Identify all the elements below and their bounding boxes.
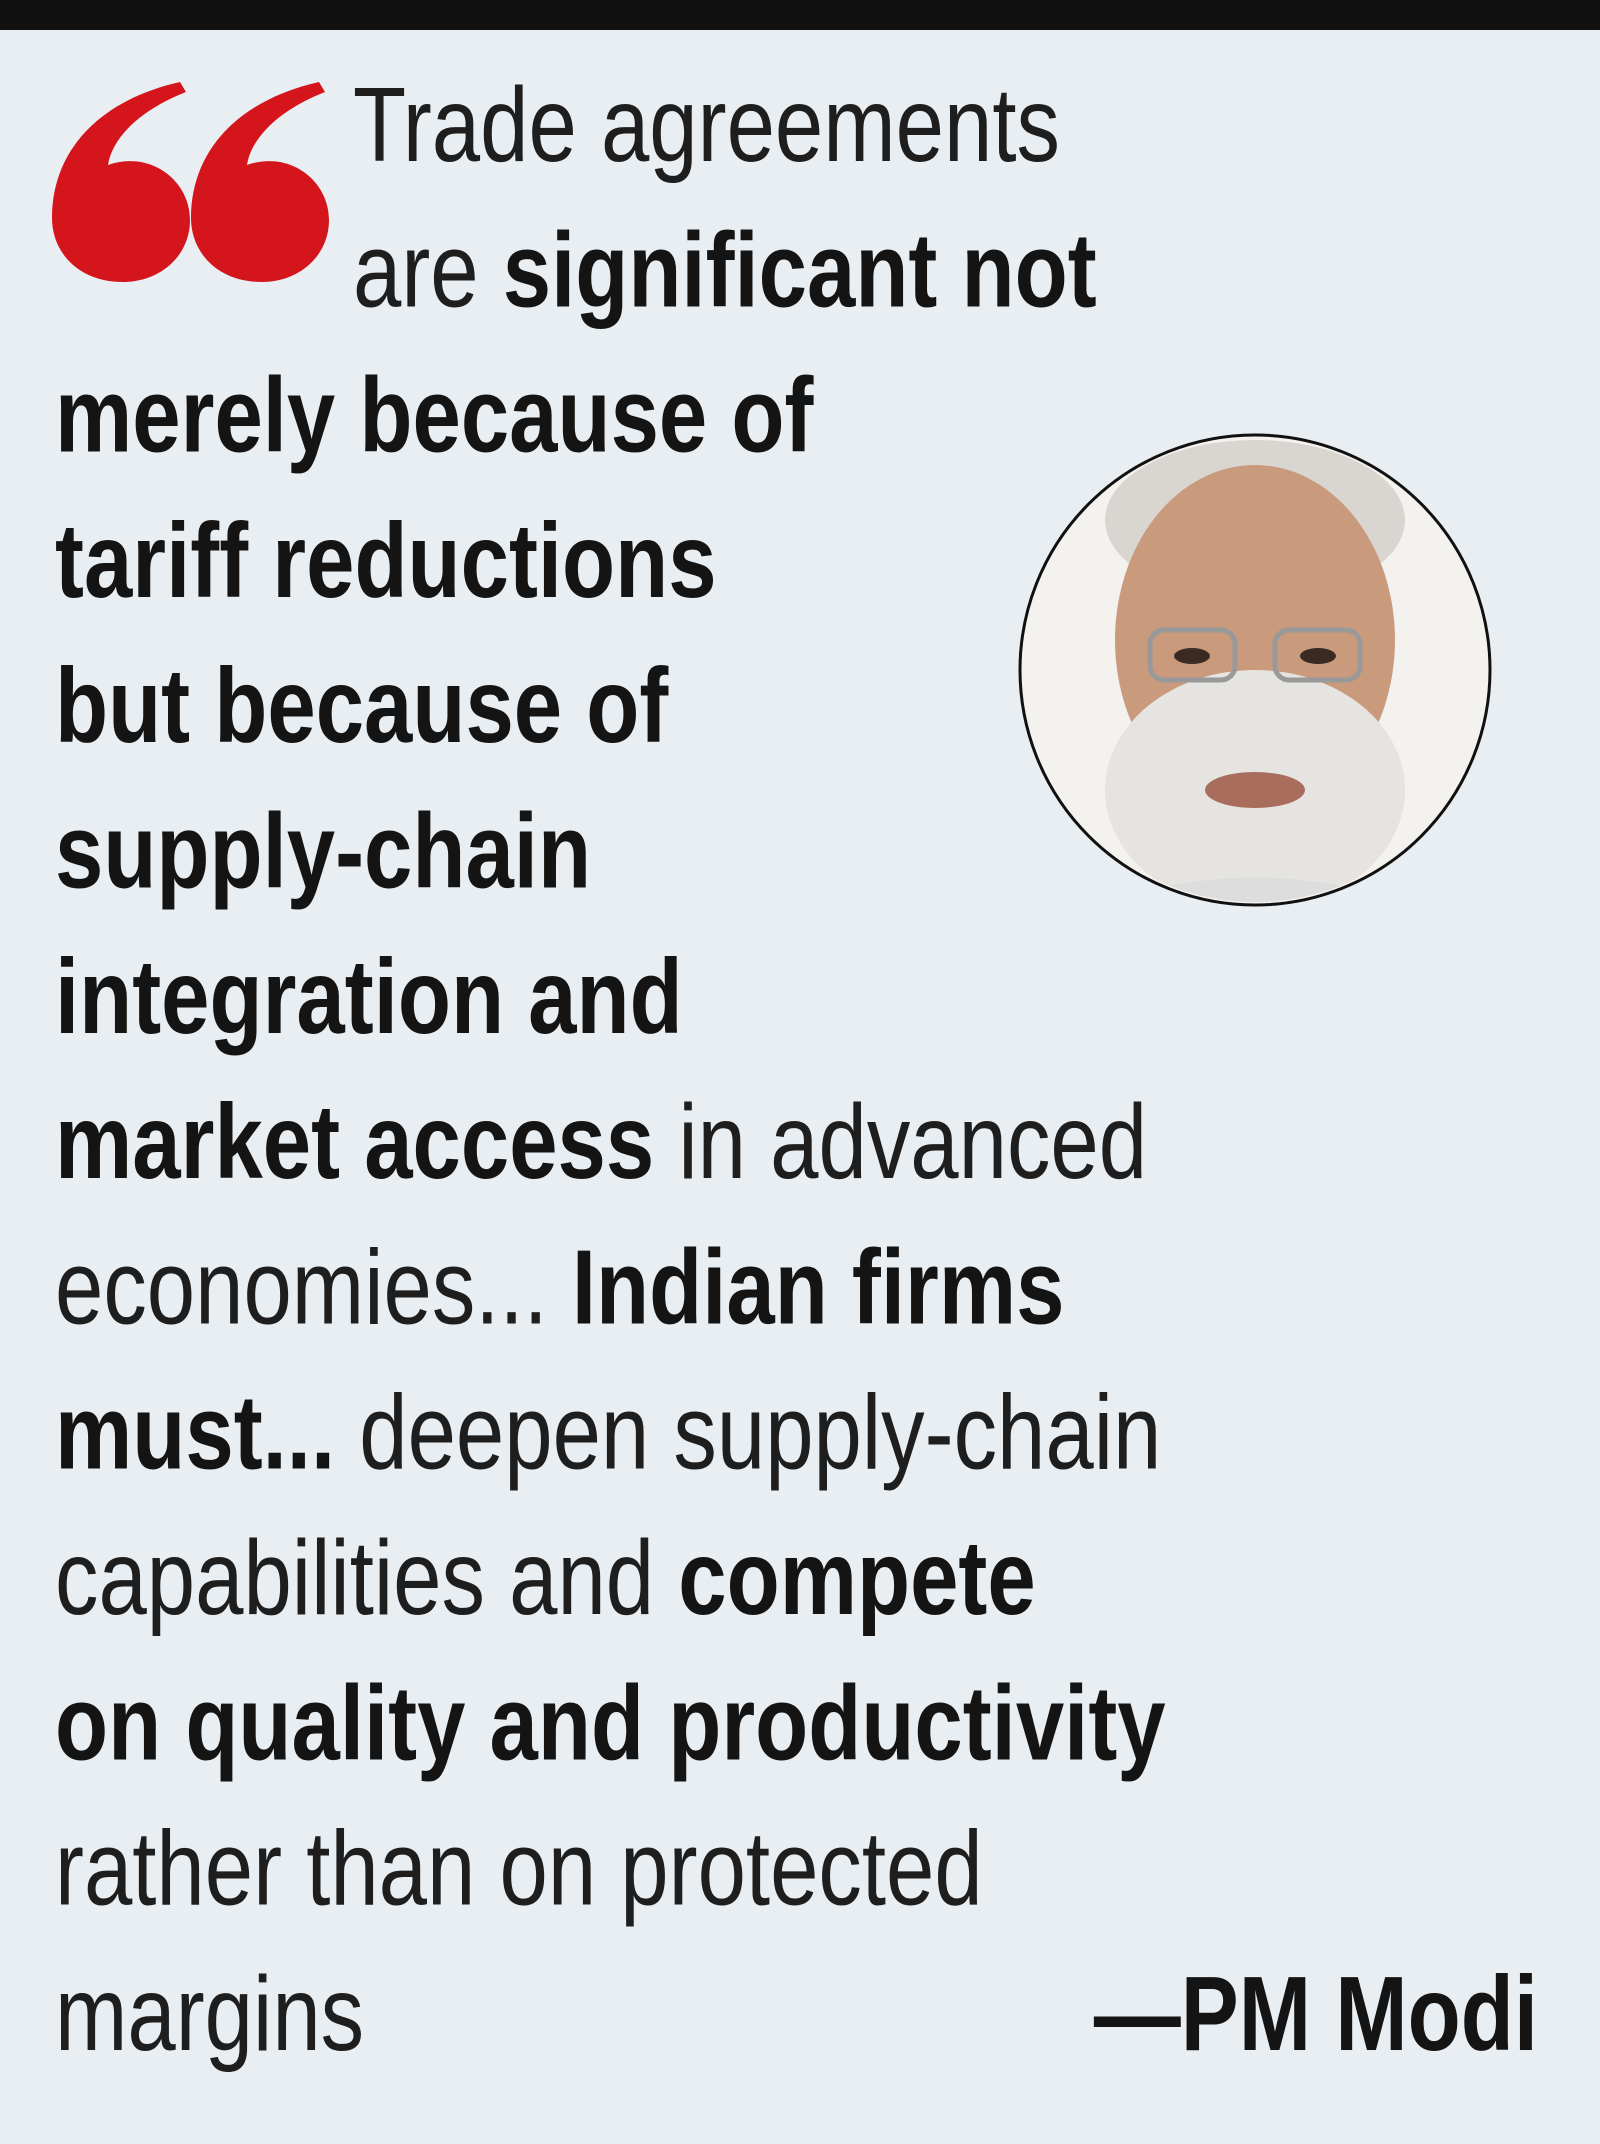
attribution: —PM Modi [1094,1954,1538,2073]
quote-text: must... [55,1372,335,1491]
quote-line: tariff reductions [55,501,717,620]
top-bar [0,0,1600,30]
quote-line: economies... Indian firms [55,1227,1064,1346]
quote-text: but because of [55,646,669,765]
quote-text: margins [55,1954,364,2073]
quote-line: on quality and productivity [55,1663,1166,1782]
quote-line: must... deepen supply-chain [55,1372,1161,1491]
quote-line: integration and [55,937,683,1056]
quote-text: market access [55,1082,654,1201]
quote-text: on quality and productivity [55,1663,1166,1782]
quote-text: integration and [55,937,683,1056]
quote-text: in advanced [654,1082,1147,1201]
quote-text: merely because of [55,355,814,474]
quote-line: but because of [55,646,669,765]
quote-text: are [353,210,503,329]
quote-line: capabilities and compete [55,1518,1036,1637]
quote-text: rather than on protected [55,1808,983,1927]
quote-text: compete [678,1518,1035,1637]
quote-text: Indian firms [572,1227,1065,1346]
quote-text: significant not [503,210,1097,329]
quote-line: Trade agreements [353,65,1060,184]
quote-line: are significant not [353,210,1097,329]
quote-text: capabilities and [55,1518,678,1637]
quote-line: margins [55,1954,364,2073]
quote-text: economies... [55,1227,572,1346]
quote-text: supply-chain [55,791,591,910]
quote-text: deepen supply-chain [335,1372,1161,1491]
quote-text: tariff reductions [55,501,717,620]
quote-text: Trade agreements [353,65,1060,184]
portrait [1018,433,1492,907]
quote-line: merely because of [55,355,814,474]
quote-line: market access in advanced [55,1082,1147,1201]
quote-line: rather than on protected [55,1808,983,1927]
quote-mark [52,82,329,282]
quote-line: supply-chain [55,791,591,910]
